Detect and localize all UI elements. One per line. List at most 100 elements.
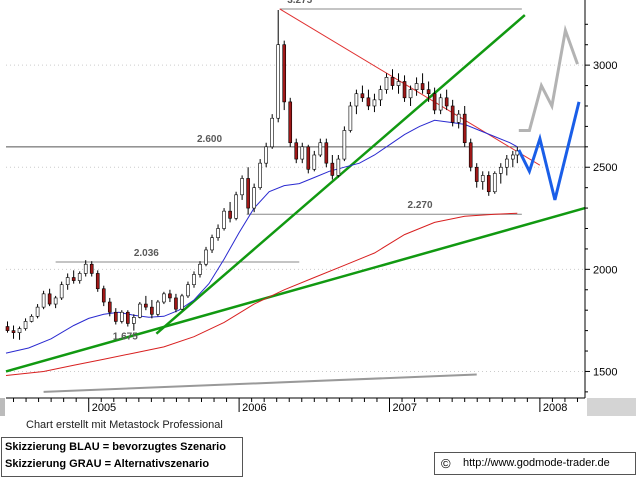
- scenario-legend: Skizzierung BLAU = bevorzugtes Szenario …: [1, 437, 243, 477]
- candle-body: [486, 175, 491, 193]
- candle-body: [17, 328, 22, 333]
- candle-body: [456, 113, 461, 123]
- level-label: 2.036: [134, 248, 159, 259]
- scenario-path: [518, 24, 579, 132]
- candle-body: [216, 228, 220, 238]
- candle-body: [71, 277, 76, 281]
- y-tick-label: 1500: [593, 366, 617, 378]
- candle-body: [89, 263, 94, 274]
- candle-body: [11, 330, 16, 333]
- candle-body: [162, 293, 166, 303]
- candle-body: [288, 101, 293, 144]
- candle-body: [372, 99, 377, 107]
- trendline: [155, 14, 526, 335]
- candle-body: [390, 77, 395, 86]
- candle-body: [180, 295, 184, 310]
- candle-body: [126, 311, 130, 324]
- candle-body: [59, 284, 64, 299]
- candle-body: [120, 311, 124, 322]
- candle-body: [35, 306, 40, 317]
- candle-body: [360, 93, 365, 99]
- candle-body: [95, 273, 100, 290]
- candle-body: [396, 81, 401, 86]
- candle-body: [366, 97, 371, 107]
- x-tick-label: 2005: [92, 402, 116, 414]
- candle-body: [294, 142, 299, 160]
- level-label: 3.275: [287, 0, 312, 6]
- x-tick-label: 2007: [392, 402, 416, 414]
- candle-body: [5, 326, 10, 331]
- candle-body: [480, 175, 485, 182]
- candle-body: [77, 273, 82, 281]
- axis-corner: [0, 398, 5, 416]
- level-label: 1.675: [113, 332, 138, 343]
- candle-body: [336, 158, 341, 176]
- candle-body: [450, 105, 455, 123]
- candle-body: [101, 288, 106, 303]
- candle-body: [282, 44, 287, 103]
- moving-average-line: [5, 119, 518, 354]
- candle-body: [132, 317, 136, 324]
- y-tick-label: 2500: [593, 162, 617, 174]
- candle-body: [474, 166, 479, 182]
- candle-body: [264, 146, 268, 164]
- candle-body: [312, 154, 317, 170]
- candle-body: [138, 303, 142, 318]
- candle-body: [468, 142, 473, 168]
- candle-body: [276, 44, 281, 119]
- candle-body: [318, 142, 323, 156]
- candle-body: [210, 237, 214, 251]
- candle-body: [23, 321, 28, 329]
- trendline: [5, 206, 586, 373]
- candle-body: [492, 173, 497, 193]
- candle-body: [222, 210, 226, 229]
- y-tick-label: 3000: [593, 60, 617, 72]
- candle-body: [462, 113, 467, 144]
- candle-body: [300, 146, 305, 160]
- candle-body: [414, 83, 419, 90]
- candle-body: [270, 117, 274, 148]
- legend-gray: Skizzierung GRAU = Alternativszenario: [5, 458, 210, 470]
- website-box: © http://www.godmode-trader.de: [434, 452, 636, 475]
- moving-average-line: [5, 212, 518, 376]
- legend-blue: Skizzierung BLAU = bevorzugtes Szenario: [5, 441, 226, 453]
- candle-body: [330, 162, 335, 176]
- candle-body: [504, 158, 509, 168]
- candle-body: [29, 316, 34, 322]
- candle-body: [144, 303, 148, 308]
- candle-body: [444, 97, 449, 107]
- axis-panel: [587, 398, 636, 416]
- copyright-icon: ©: [441, 456, 451, 471]
- candle-body: [498, 166, 503, 174]
- candle-body: [47, 293, 52, 305]
- trendline: [43, 373, 477, 393]
- candle-body: [156, 301, 160, 315]
- candle-body: [378, 89, 383, 101]
- candle-body: [258, 162, 262, 188]
- candle-body: [324, 142, 329, 164]
- candle-body: [306, 146, 311, 170]
- candle-body: [348, 105, 353, 131]
- candle-body: [402, 81, 407, 99]
- candle-body: [438, 97, 443, 111]
- website-link[interactable]: http://www.godmode-trader.de: [463, 457, 610, 469]
- candle-body: [113, 311, 118, 322]
- x-tick-label: 2008: [543, 402, 567, 414]
- candle-body: [511, 154, 515, 160]
- candle-body: [342, 130, 347, 160]
- candle-body: [426, 89, 431, 95]
- candle-body: [246, 178, 250, 209]
- candle-body: [41, 293, 46, 308]
- candle-body: [384, 77, 389, 90]
- level-label: 2.600: [197, 134, 222, 145]
- candle-body: [420, 83, 425, 90]
- candle-body: [234, 194, 238, 219]
- candle-body: [240, 178, 244, 196]
- chart-credit: Chart erstellt mit Metastock Professiona…: [26, 419, 223, 431]
- candle-body: [252, 187, 256, 209]
- candle-body: [65, 277, 70, 285]
- candle-body: [174, 297, 178, 310]
- candle-body: [198, 263, 202, 275]
- y-tick-label: 2000: [593, 264, 617, 276]
